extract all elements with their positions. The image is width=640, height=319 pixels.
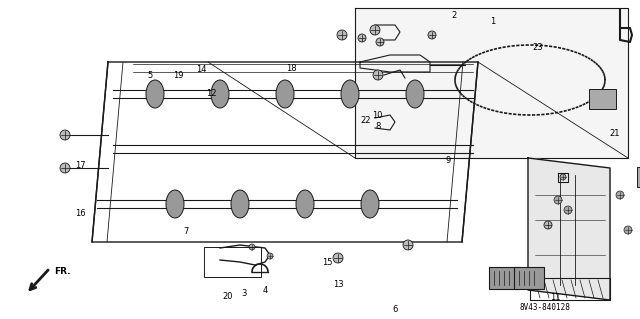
Ellipse shape bbox=[406, 80, 424, 108]
Ellipse shape bbox=[341, 80, 359, 108]
Text: 16: 16 bbox=[75, 209, 85, 218]
Text: 6: 6 bbox=[393, 305, 398, 314]
Ellipse shape bbox=[296, 190, 314, 218]
Text: 19: 19 bbox=[173, 71, 183, 80]
Text: 20: 20 bbox=[222, 292, 232, 301]
Ellipse shape bbox=[146, 80, 164, 108]
Polygon shape bbox=[528, 158, 610, 300]
Text: 2: 2 bbox=[452, 11, 457, 20]
Text: 8V43-840128: 8V43-840128 bbox=[520, 303, 570, 313]
Circle shape bbox=[373, 70, 383, 80]
Text: 7: 7 bbox=[183, 227, 188, 236]
Circle shape bbox=[616, 191, 624, 199]
Circle shape bbox=[554, 196, 562, 204]
Ellipse shape bbox=[276, 80, 294, 108]
Circle shape bbox=[560, 174, 566, 180]
FancyBboxPatch shape bbox=[637, 167, 640, 187]
Ellipse shape bbox=[361, 190, 379, 218]
Circle shape bbox=[544, 221, 552, 229]
Polygon shape bbox=[355, 8, 628, 158]
Text: 13: 13 bbox=[333, 280, 343, 289]
Circle shape bbox=[624, 226, 632, 234]
Text: 3: 3 bbox=[242, 289, 247, 298]
Circle shape bbox=[60, 163, 70, 173]
Text: 21: 21 bbox=[609, 129, 620, 138]
Text: 4: 4 bbox=[263, 286, 268, 295]
Circle shape bbox=[249, 244, 255, 250]
Text: 23: 23 bbox=[532, 43, 543, 52]
Text: 22: 22 bbox=[361, 116, 371, 125]
FancyBboxPatch shape bbox=[589, 89, 616, 109]
Circle shape bbox=[370, 25, 380, 35]
Text: 10: 10 bbox=[372, 111, 383, 120]
Circle shape bbox=[358, 34, 366, 42]
FancyBboxPatch shape bbox=[489, 267, 519, 289]
Text: 12: 12 bbox=[206, 89, 216, 98]
Circle shape bbox=[333, 253, 343, 263]
Text: 14: 14 bbox=[196, 65, 207, 74]
Circle shape bbox=[376, 38, 384, 46]
Circle shape bbox=[564, 206, 572, 214]
Text: FR.: FR. bbox=[54, 268, 70, 277]
Ellipse shape bbox=[211, 80, 229, 108]
Ellipse shape bbox=[166, 190, 184, 218]
Circle shape bbox=[428, 31, 436, 39]
Circle shape bbox=[267, 253, 273, 259]
Text: 9: 9 bbox=[445, 156, 451, 165]
Text: 11: 11 bbox=[550, 293, 561, 302]
Text: 5: 5 bbox=[148, 71, 153, 80]
Text: 8: 8 bbox=[375, 122, 380, 130]
Circle shape bbox=[403, 240, 413, 250]
Text: 17: 17 bbox=[75, 161, 85, 170]
Text: 15: 15 bbox=[323, 258, 333, 267]
Text: 18: 18 bbox=[286, 64, 296, 73]
FancyBboxPatch shape bbox=[514, 267, 544, 289]
Text: 1: 1 bbox=[490, 17, 495, 26]
Circle shape bbox=[337, 30, 347, 40]
Circle shape bbox=[60, 130, 70, 140]
Ellipse shape bbox=[231, 190, 249, 218]
